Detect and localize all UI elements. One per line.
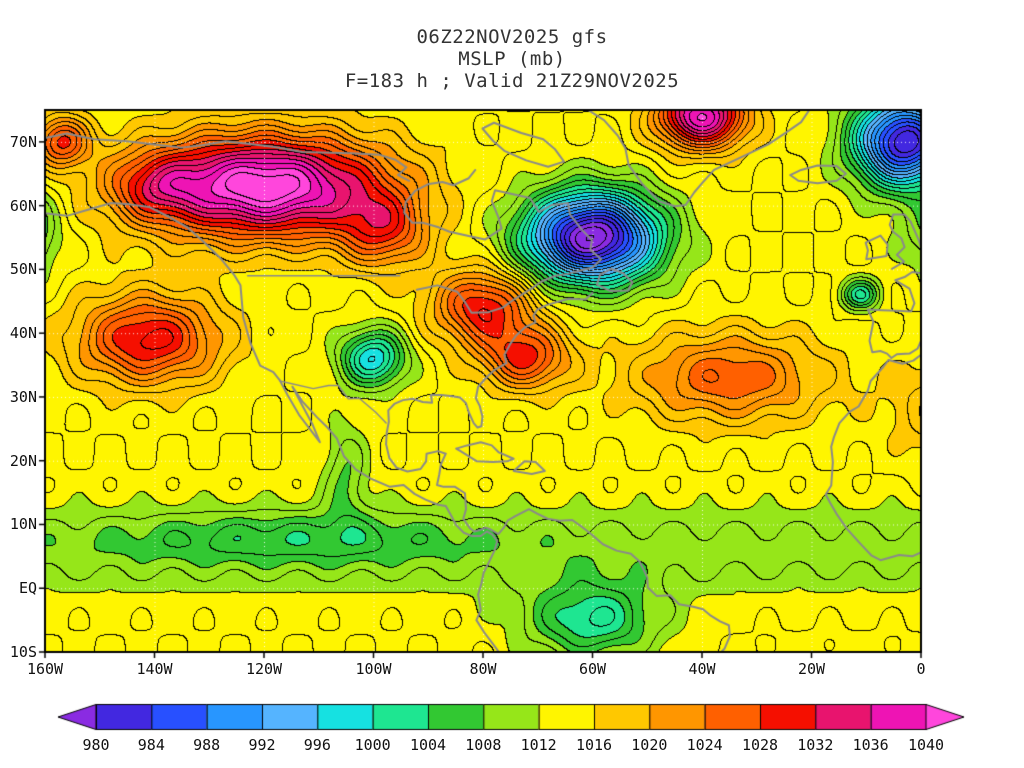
chart-title-field: MSLP (mb) [458,48,566,70]
chart-title-run: 06Z22NOV2025 gfs [416,26,608,48]
chart-title-block: 06Z22NOV2025 gfs MSLP (mb) F=183 h ; Val… [0,26,1024,92]
chart-title-valid: F=183 h ; Valid 21Z29NOV2025 [344,70,680,92]
